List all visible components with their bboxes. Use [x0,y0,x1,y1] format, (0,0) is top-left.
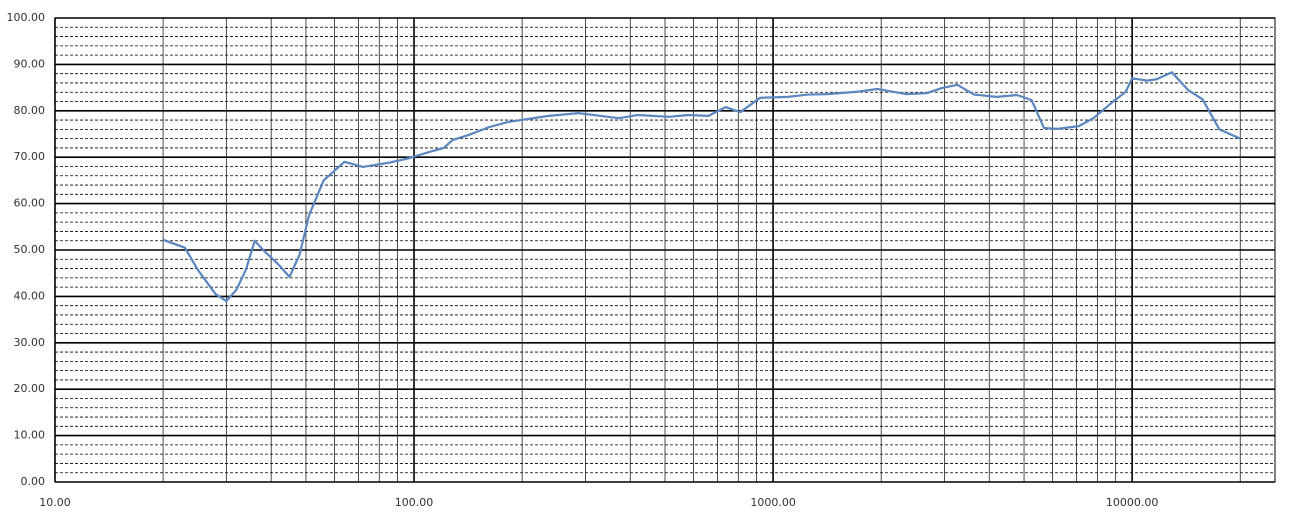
y-tick-label: 80.00 [14,104,46,117]
y-tick-label: 0.00 [21,475,46,488]
y-tick-label: 100.00 [7,11,46,24]
y-tick-label: 60.00 [14,197,46,210]
data-line [162,71,1241,303]
y-tick-label: 90.00 [14,57,46,70]
x-tick-label: 1000.00 [750,496,796,509]
plot-border [54,17,1276,483]
x-tick-label: 10.00 [39,496,71,509]
y-tick-label: 20.00 [14,382,46,395]
y-tick-label: 10.00 [14,429,46,442]
y-tick-label: 70.00 [14,150,46,163]
x-tick-label: 100.00 [395,496,434,509]
y-tick-label: 50.00 [14,243,46,256]
y-tick-label: 40.00 [14,289,46,302]
y-tick-label: 30.00 [14,336,46,349]
x-tick-label: 10000.00 [1106,496,1159,509]
